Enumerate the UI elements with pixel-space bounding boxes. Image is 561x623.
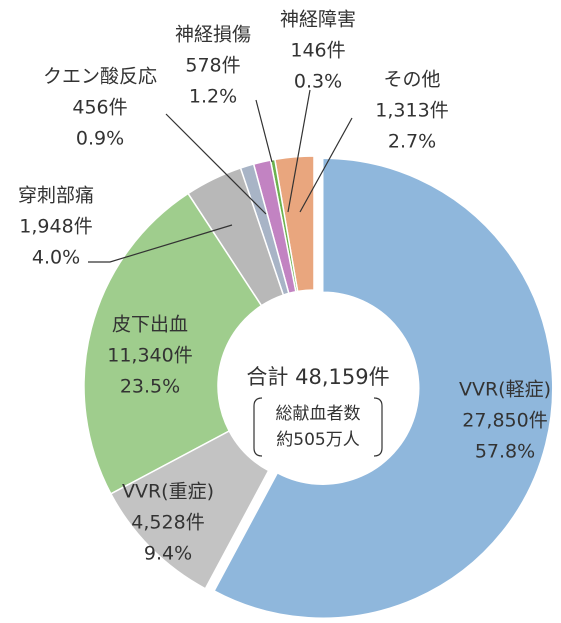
slice	[109, 430, 270, 590]
slice	[83, 192, 263, 495]
leader-line	[255, 99, 273, 163]
percent-label: 0.9%	[76, 128, 124, 150]
percent-label: 0.3%	[294, 71, 342, 93]
slice-label: VVR(軽症)	[459, 379, 551, 401]
count-label: 11,340件	[107, 345, 192, 367]
note-line: 総献血者数	[276, 404, 361, 424]
slice	[213, 157, 554, 619]
count-label: 4,528件	[131, 512, 204, 534]
percent-label: 2.7%	[388, 131, 436, 153]
leader-line	[287, 89, 311, 213]
slice	[187, 167, 285, 307]
note-bracket	[253, 397, 383, 457]
count-label: 27,850件	[462, 410, 547, 432]
count-label: 1,313件	[375, 100, 448, 122]
slice-label: その他	[383, 69, 440, 91]
slice-label: 神経損傷	[175, 24, 251, 46]
note-line: 約505万人	[276, 430, 359, 450]
slice-label: クエン酸反応	[43, 66, 157, 88]
percent-label: 4.0%	[32, 247, 80, 269]
slice-label: VVR(重症)	[122, 481, 214, 503]
slice-label: 皮下出血	[112, 314, 188, 336]
count-label: 456件	[72, 97, 127, 119]
leader-line	[165, 113, 267, 215]
leader-line	[299, 117, 353, 213]
total-label: 合計 48,159件	[246, 365, 389, 389]
slice-label: 神経障害	[280, 9, 356, 31]
count-label: 1,948件	[19, 216, 92, 238]
percent-label: 57.8%	[475, 441, 535, 463]
count-label: 578件	[185, 55, 240, 77]
slice-label: 穿刺部痛	[18, 185, 94, 207]
leader-line	[88, 224, 233, 263]
percent-label: 9.4%	[144, 543, 192, 565]
slice	[273, 155, 315, 293]
percent-label: 1.2%	[189, 86, 237, 108]
count-label: 146件	[290, 40, 345, 62]
percent-label: 23.5%	[120, 376, 180, 398]
